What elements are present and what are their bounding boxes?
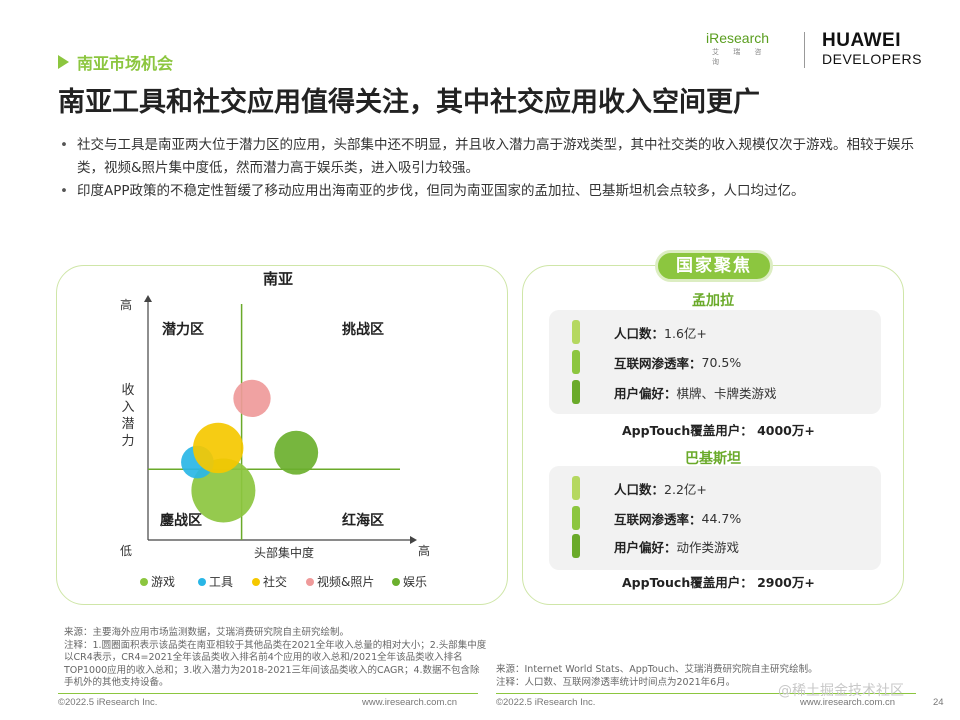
stat-label: 互联网渗透率： — [614, 355, 702, 371]
watermark: @稀土掘金技术社区 — [778, 683, 904, 699]
apptouch-coverage-bangladesh: AppTouch覆盖用户： 4000万+ — [622, 420, 815, 439]
x-axis-label: 头部集中度 — [254, 545, 314, 560]
footer-copyright-left: ©2022.5 iResearch Inc. — [58, 697, 158, 708]
legend-marker-社交 — [252, 578, 260, 586]
developers-logo-text: DEVELOPERS — [822, 51, 922, 67]
legend-label-视频&照片: 视频&照片 — [317, 574, 374, 589]
stat-label: 互联网渗透率： — [614, 511, 702, 527]
chart-panel — [56, 265, 508, 605]
stat-label: 人口数： — [614, 325, 665, 341]
y-axis-label: 收入潜力 — [121, 383, 134, 449]
iresearch-logo-sub: 艾 瑞 咨 询 — [712, 48, 768, 66]
stat-box-pakistan: 人口数： 2.2亿+ 互联网渗透率： 44.7% 用户偏好： 动作类游戏 — [549, 466, 881, 570]
stat-value: 70.5% — [701, 354, 742, 370]
play-triangle-icon — [58, 55, 69, 69]
stat-marker — [572, 476, 580, 500]
bubble-社交 — [193, 422, 244, 474]
y-axis-high-label: 高 — [120, 297, 132, 312]
iresearch-logo: iResearch 艾 瑞 咨 询 — [706, 30, 786, 70]
legend-marker-游戏 — [140, 578, 148, 586]
stat-value: 动作类游戏 — [676, 539, 740, 555]
legend-label-工具: 工具 — [209, 575, 233, 589]
stat-marker — [572, 380, 580, 404]
apptouch-coverage-pakistan: AppTouch覆盖用户： 2900万+ — [622, 572, 815, 591]
section-tag: 南亚市场机会 — [58, 50, 173, 74]
coverage-label: AppTouch覆盖用户： — [622, 575, 753, 590]
bullet-item: 社交与工具是南亚两大位于潜力区的应用，头部集中还不明显，并且收入潜力高于游戏类型… — [58, 134, 938, 180]
stat-row: 人口数： 1.6亿+ — [549, 318, 707, 346]
footer-divider — [496, 693, 916, 694]
footer-divider — [58, 693, 478, 694]
country-name-pakistan: 巴基斯坦 — [685, 451, 741, 467]
legend-marker-娱乐 — [392, 578, 400, 586]
stat-label: 用户偏好： — [614, 539, 677, 555]
stat-label: 人口数： — [614, 481, 665, 497]
quadrant-label-red-sea: 红海区 — [342, 512, 384, 529]
footer-site-left: www.iresearch.com.cn — [362, 697, 458, 708]
quadrant-label-challenge: 挑战区 — [342, 321, 384, 338]
country-name-bangladesh: 孟加拉 — [692, 293, 734, 309]
stat-box-bangladesh: 人口数： 1.6亿+ 互联网渗透率： 70.5% 用户偏好： 棋牌、卡牌类游戏 — [549, 310, 881, 414]
stat-value: 44.7% — [701, 510, 742, 526]
x-axis-high-label: 高 — [418, 543, 430, 558]
coverage-label: AppTouch覆盖用户： — [622, 423, 753, 438]
iresearch-logo-text: iResearch — [706, 30, 770, 46]
stat-value: 棋牌、卡牌类游戏 — [676, 385, 777, 401]
stat-value: 2.2亿+ — [664, 481, 707, 497]
section-label: 南亚市场机会 — [77, 54, 174, 73]
country-focus-title: 国家聚焦 — [655, 250, 773, 282]
source-notes-right: 来源：Internet World Stats、AppTouch、艾瑞消费研究院… — [496, 664, 818, 688]
source-notes-left: 来源：主要海外应用市场监测数据，艾瑞消费研究院自主研究绘制。 注释：1.圆圈面积… — [64, 627, 487, 688]
legend-label-游戏: 游戏 — [151, 575, 175, 589]
y-axis-arrow-icon — [144, 295, 152, 302]
logo-divider — [804, 32, 805, 68]
stat-marker — [572, 534, 580, 558]
coverage-value: 4000万+ — [757, 423, 815, 438]
footer-site-right: www.iresearch.com.cn — [800, 697, 896, 708]
huawei-developers-logo: HUAWEI DEVELOPERS — [822, 30, 922, 67]
stat-row: 人口数： 2.2亿+ — [549, 474, 707, 502]
huawei-logo-text: HUAWEI — [822, 30, 901, 51]
stat-label: 用户偏好： — [614, 385, 677, 401]
legend-marker-视频&照片 — [306, 578, 314, 586]
page-number: 24 — [933, 697, 944, 708]
x-axis-low-label: 低 — [120, 544, 132, 558]
quadrant-label-potential: 潜力区 — [162, 321, 204, 338]
stat-value: 1.6亿+ — [664, 325, 707, 341]
bullet-list: 社交与工具是南亚两大位于潜力区的应用，头部集中还不明显，并且收入潜力高于游戏类型… — [58, 134, 938, 203]
bullet-item: 印度APP政策的不稳定性暂缓了移动应用出海南亚的步伐，但同为南亚国家的孟加拉、巴… — [58, 180, 938, 203]
coverage-value: 2900万+ — [757, 575, 815, 590]
stat-marker — [572, 320, 580, 344]
stat-marker — [572, 350, 580, 374]
stat-row: 用户偏好： 动作类游戏 — [549, 532, 739, 560]
stat-marker — [572, 506, 580, 530]
footer-copyright-right: ©2022.5 iResearch Inc. — [496, 697, 596, 708]
page-title: 南亚工具和社交应用值得关注，其中社交应用收入空间更广 — [58, 87, 760, 118]
stat-row: 互联网渗透率： 70.5% — [549, 348, 741, 376]
legend-label-娱乐: 娱乐 — [403, 575, 427, 589]
x-axis-arrow-icon — [410, 536, 417, 544]
legend-label-社交: 社交 — [263, 574, 287, 589]
bubble-娱乐 — [274, 430, 319, 475]
bubble-视频&照片 — [233, 379, 271, 418]
stat-row: 用户偏好： 棋牌、卡牌类游戏 — [549, 378, 777, 406]
legend-marker-工具 — [198, 578, 206, 586]
quadrant-label-battle: 鏖战区 — [160, 512, 202, 529]
chart-title: 南亚 — [263, 270, 293, 288]
stat-row: 互联网渗透率： 44.7% — [549, 504, 741, 532]
